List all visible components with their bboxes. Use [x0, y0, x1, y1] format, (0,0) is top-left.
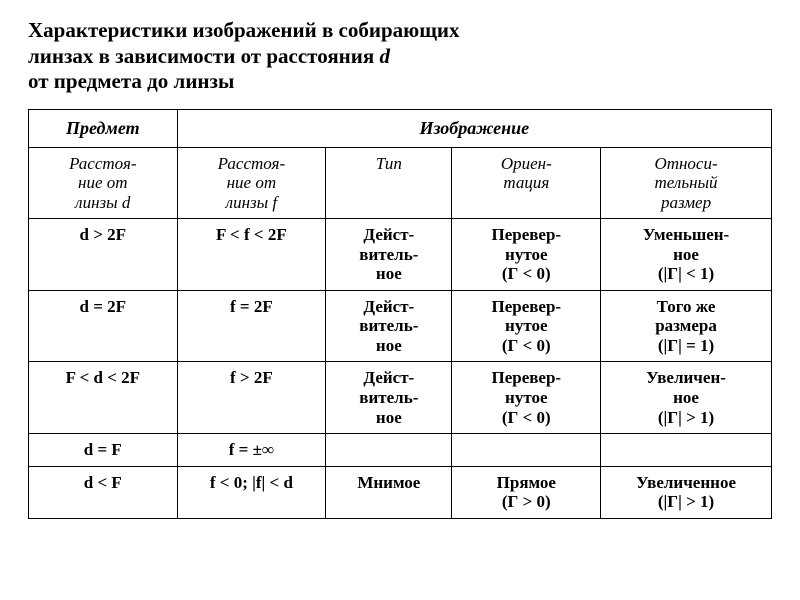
- title-line-3: от предмета до линзы: [28, 69, 234, 93]
- cell-c1: d = 2F: [29, 290, 178, 362]
- lens-table: Предмет Изображение Расстоя-ние отлинзы …: [28, 109, 772, 519]
- cell-c3: [326, 434, 452, 467]
- cell-c2: f = ±∞: [177, 434, 326, 467]
- cell-c1: F < d < 2F: [29, 362, 178, 434]
- cell-c1: d > 2F: [29, 219, 178, 291]
- cell-c3: Дейст-витель-ное: [326, 219, 452, 291]
- header-image: Изображение: [177, 109, 771, 147]
- header-row-2: Расстоя-ние отлинзы d Расстоя-ние отлинз…: [29, 147, 772, 219]
- cell-c5: Уменьшен-ное(|Г| < 1): [601, 219, 772, 291]
- cell-c2: F < f < 2F: [177, 219, 326, 291]
- page: Характеристики изображений в собирающих …: [0, 0, 800, 529]
- cell-c4: Перевер-нутое(Г < 0): [452, 290, 601, 362]
- table-row: d > 2FF < f < 2FДейст-витель-ноеПеревер-…: [29, 219, 772, 291]
- table-row: d = 2Ff = 2FДейст-витель-ноеПеревер-нуто…: [29, 290, 772, 362]
- cell-c4: Перевер-нутое(Г < 0): [452, 362, 601, 434]
- subheader-c4: Ориен-тация: [452, 147, 601, 219]
- cell-c5: [601, 434, 772, 467]
- subheader-c3: Тип: [326, 147, 452, 219]
- cell-c1: d < F: [29, 466, 178, 518]
- subheader-c2: Расстоя-ние отлинзы f: [177, 147, 326, 219]
- cell-c1: d = F: [29, 434, 178, 467]
- subheader-c5: Относи-тельныйразмер: [601, 147, 772, 219]
- title-line-2: линзах в зависимости от расстояния d: [28, 44, 390, 68]
- cell-c5: Увеличенное(|Г| > 1): [601, 466, 772, 518]
- cell-c4: [452, 434, 601, 467]
- table-row: d = Ff = ±∞: [29, 434, 772, 467]
- cell-c4: Перевер-нутое(Г < 0): [452, 219, 601, 291]
- cell-c2: f < 0; |f| < d: [177, 466, 326, 518]
- cell-c3: Мнимое: [326, 466, 452, 518]
- page-title: Характеристики изображений в собирающих …: [28, 18, 772, 95]
- header-row-1: Предмет Изображение: [29, 109, 772, 147]
- header-object: Предмет: [29, 109, 178, 147]
- cell-c2: f > 2F: [177, 362, 326, 434]
- subheader-c1: Расстоя-ние отлинзы d: [29, 147, 178, 219]
- cell-c3: Дейст-витель-ное: [326, 362, 452, 434]
- cell-c3: Дейст-витель-ное: [326, 290, 452, 362]
- table-body: d > 2FF < f < 2FДейст-витель-ноеПеревер-…: [29, 219, 772, 519]
- cell-c5: Увеличен-ное(|Г| > 1): [601, 362, 772, 434]
- cell-c2: f = 2F: [177, 290, 326, 362]
- cell-c5: Того жеразмера(|Г| = 1): [601, 290, 772, 362]
- table-row: F < d < 2Ff > 2FДейст-витель-ноеПеревер-…: [29, 362, 772, 434]
- cell-c4: Прямое(Г > 0): [452, 466, 601, 518]
- table-row: d < Ff < 0; |f| < dМнимоеПрямое(Г > 0)Ув…: [29, 466, 772, 518]
- title-line-1: Характеристики изображений в собирающих: [28, 18, 460, 42]
